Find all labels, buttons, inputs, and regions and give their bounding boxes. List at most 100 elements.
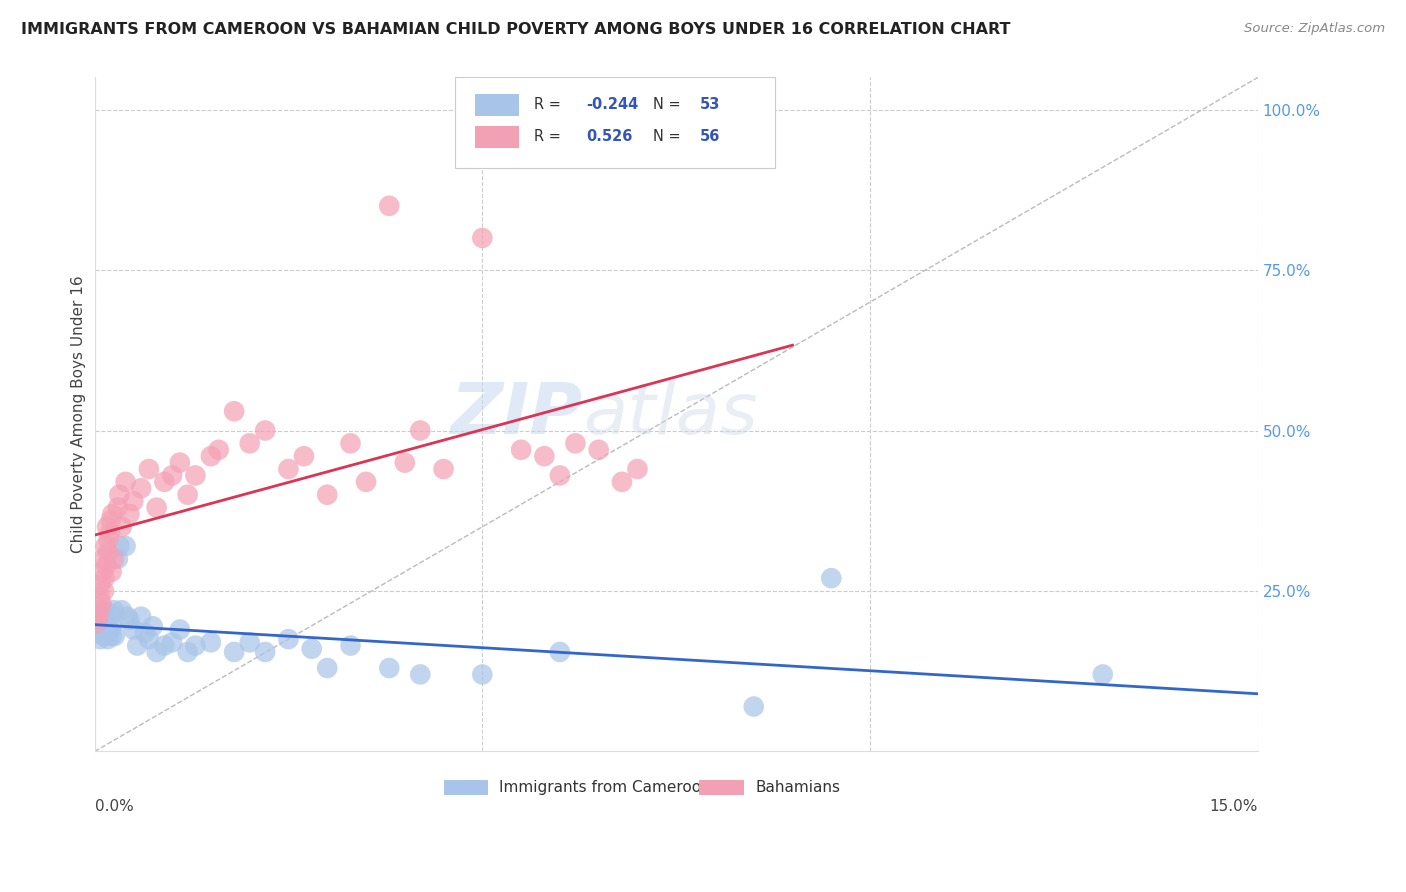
- FancyBboxPatch shape: [475, 94, 519, 116]
- Point: [588, 442, 610, 457]
- Point: [254, 645, 277, 659]
- Point: [89, 619, 111, 633]
- Point: [224, 645, 246, 659]
- Point: [292, 449, 315, 463]
- Text: ZIP: ZIP: [451, 380, 583, 449]
- Point: [98, 526, 121, 541]
- Point: [394, 456, 416, 470]
- Text: R =: R =: [534, 128, 571, 144]
- Point: [107, 500, 129, 515]
- Point: [129, 609, 152, 624]
- Point: [91, 552, 114, 566]
- Point: [548, 468, 571, 483]
- Point: [90, 577, 112, 591]
- Point: [138, 462, 160, 476]
- Point: [103, 552, 125, 566]
- FancyBboxPatch shape: [699, 780, 744, 796]
- Point: [409, 424, 432, 438]
- Point: [90, 623, 112, 637]
- Point: [107, 552, 129, 566]
- Point: [93, 629, 115, 643]
- Point: [96, 520, 118, 534]
- Text: 0.526: 0.526: [586, 128, 633, 144]
- Point: [100, 565, 122, 579]
- Point: [97, 613, 120, 627]
- Point: [96, 609, 118, 624]
- Point: [432, 462, 454, 476]
- Point: [138, 632, 160, 647]
- Text: -0.244: -0.244: [586, 97, 638, 112]
- Point: [97, 632, 120, 647]
- Point: [145, 500, 167, 515]
- Point: [91, 565, 114, 579]
- Text: IMMIGRANTS FROM CAMEROON VS BAHAMIAN CHILD POVERTY AMONG BOYS UNDER 16 CORRELATI: IMMIGRANTS FROM CAMEROON VS BAHAMIAN CHI…: [21, 22, 1011, 37]
- Point: [548, 645, 571, 659]
- Point: [239, 635, 262, 649]
- Point: [86, 616, 108, 631]
- Text: Bahamians: Bahamians: [755, 780, 841, 796]
- Point: [134, 625, 156, 640]
- Point: [93, 571, 115, 585]
- Point: [90, 609, 112, 624]
- Point: [254, 424, 277, 438]
- FancyBboxPatch shape: [456, 78, 775, 169]
- Point: [100, 513, 122, 527]
- Text: atlas: atlas: [583, 380, 758, 449]
- Point: [87, 609, 110, 624]
- Point: [160, 635, 183, 649]
- Point: [90, 597, 112, 611]
- Point: [471, 231, 494, 245]
- Point: [89, 591, 111, 605]
- Point: [378, 661, 401, 675]
- Point: [118, 507, 141, 521]
- Point: [108, 488, 131, 502]
- Point: [96, 625, 118, 640]
- Point: [98, 623, 121, 637]
- Point: [610, 475, 633, 489]
- Text: 56: 56: [699, 128, 720, 144]
- Point: [339, 436, 361, 450]
- Point: [378, 199, 401, 213]
- Text: Immigrants from Cameroon: Immigrants from Cameroon: [499, 780, 711, 796]
- Point: [114, 539, 136, 553]
- Point: [277, 462, 299, 476]
- Point: [97, 545, 120, 559]
- Point: [111, 603, 134, 617]
- Point: [89, 632, 111, 647]
- Point: [153, 475, 176, 489]
- Point: [145, 645, 167, 659]
- Point: [354, 475, 377, 489]
- Text: 15.0%: 15.0%: [1209, 798, 1258, 814]
- Point: [114, 475, 136, 489]
- Point: [97, 533, 120, 547]
- Point: [239, 436, 262, 450]
- Point: [94, 539, 117, 553]
- Point: [200, 449, 222, 463]
- Point: [208, 442, 231, 457]
- Point: [533, 449, 555, 463]
- Point: [87, 625, 110, 640]
- Point: [122, 623, 145, 637]
- Text: 53: 53: [699, 97, 720, 112]
- Point: [101, 507, 124, 521]
- Point: [200, 635, 222, 649]
- Point: [316, 661, 339, 675]
- Point: [89, 603, 111, 617]
- Point: [564, 436, 586, 450]
- Point: [626, 462, 648, 476]
- Point: [742, 699, 765, 714]
- Point: [127, 639, 149, 653]
- Point: [129, 481, 152, 495]
- Point: [160, 468, 183, 483]
- Point: [111, 520, 134, 534]
- Y-axis label: Child Poverty Among Boys Under 16: Child Poverty Among Boys Under 16: [72, 276, 86, 553]
- Point: [224, 404, 246, 418]
- Text: N =: N =: [652, 128, 685, 144]
- Point: [94, 619, 117, 633]
- Text: 0.0%: 0.0%: [94, 798, 134, 814]
- Point: [820, 571, 842, 585]
- Point: [316, 488, 339, 502]
- Point: [1091, 667, 1114, 681]
- Point: [301, 641, 323, 656]
- Text: R =: R =: [534, 97, 565, 112]
